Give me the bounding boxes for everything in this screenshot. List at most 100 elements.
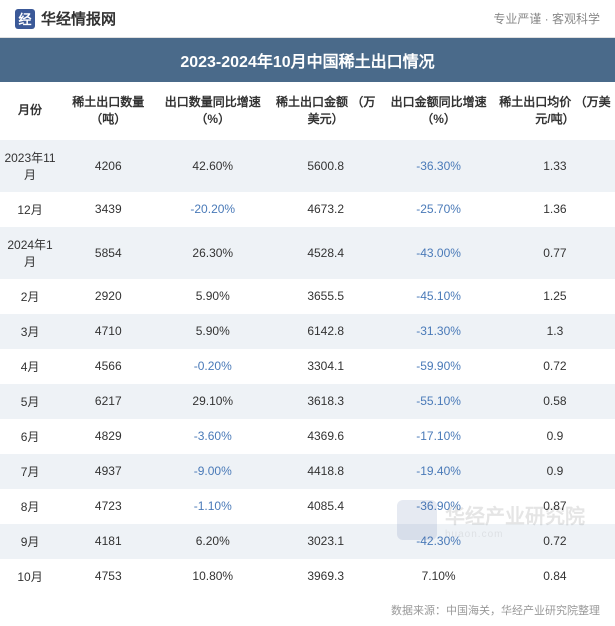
cell-amount: 3655.5: [269, 279, 382, 314]
cell-amount: 3618.3: [269, 384, 382, 419]
cell-qty: 6217: [60, 384, 156, 419]
cell-avg-price: 1.33: [495, 140, 615, 192]
cell-amount-growth: -31.30%: [382, 314, 495, 349]
cell-amount: 4418.8: [269, 454, 382, 489]
tagline: 专业严谨 · 客观科学: [493, 10, 600, 27]
cell-amount-growth: -17.10%: [382, 419, 495, 454]
cell-qty: 4753: [60, 559, 156, 594]
col-month: 月份: [0, 82, 60, 140]
col-avg-price: 稀土出口均价 （万美元/吨）: [495, 82, 615, 140]
cell-month: 2023年11月: [0, 140, 60, 192]
cell-avg-price: 0.84: [495, 559, 615, 594]
cell-month: 6月: [0, 419, 60, 454]
cell-month: 9月: [0, 524, 60, 559]
cell-month: 7月: [0, 454, 60, 489]
cell-month: 4月: [0, 349, 60, 384]
cell-qty-growth: -3.60%: [156, 419, 269, 454]
table-row: 4月4566-0.20%3304.1-59.90%0.72: [0, 349, 615, 384]
cell-amount: 4085.4: [269, 489, 382, 524]
data-source-footer: 数据来源：中国海关，华经产业研究院整理: [0, 594, 615, 626]
page-header: 经 华经情报网 专业严谨 · 客观科学: [0, 0, 615, 38]
cell-amount: 3023.1: [269, 524, 382, 559]
cell-month: 3月: [0, 314, 60, 349]
cell-amount-growth: -25.70%: [382, 192, 495, 227]
cell-avg-price: 0.77: [495, 227, 615, 279]
cell-avg-price: 0.9: [495, 419, 615, 454]
cell-amount-growth: -59.90%: [382, 349, 495, 384]
cell-qty-growth: -0.20%: [156, 349, 269, 384]
col-amount: 稀土出口金额 （万美元）: [269, 82, 382, 140]
table-row: 12月3439-20.20%4673.2-25.70%1.36: [0, 192, 615, 227]
table-header-row: 月份 稀土出口数量 （吨） 出口数量同比增速（%） 稀土出口金额 （万美元） 出…: [0, 82, 615, 140]
table-container: 月份 稀土出口数量 （吨） 出口数量同比增速（%） 稀土出口金额 （万美元） 出…: [0, 82, 615, 594]
logo-icon: 经: [15, 9, 35, 29]
col-amount-growth: 出口金额同比增速（%）: [382, 82, 495, 140]
table-row: 3月47105.90%6142.8-31.30%1.3: [0, 314, 615, 349]
cell-amount-growth: -55.10%: [382, 384, 495, 419]
cell-month: 2024年1月: [0, 227, 60, 279]
table-row: 9月41816.20%3023.1-42.30%0.72: [0, 524, 615, 559]
cell-amount-growth: -45.10%: [382, 279, 495, 314]
cell-qty-growth: 5.90%: [156, 279, 269, 314]
cell-qty-growth: -20.20%: [156, 192, 269, 227]
cell-amount: 4369.6: [269, 419, 382, 454]
cell-amount-growth: -43.00%: [382, 227, 495, 279]
cell-month: 5月: [0, 384, 60, 419]
cell-qty: 5854: [60, 227, 156, 279]
cell-qty: 2920: [60, 279, 156, 314]
cell-qty: 4566: [60, 349, 156, 384]
cell-avg-price: 1.36: [495, 192, 615, 227]
logo-text: 华经情报网: [41, 8, 116, 29]
cell-qty-growth: 5.90%: [156, 314, 269, 349]
cell-qty: 4937: [60, 454, 156, 489]
cell-amount: 4528.4: [269, 227, 382, 279]
cell-avg-price: 1.3: [495, 314, 615, 349]
cell-avg-price: 0.72: [495, 349, 615, 384]
cell-avg-price: 0.87: [495, 489, 615, 524]
cell-qty-growth: 29.10%: [156, 384, 269, 419]
table-row: 8月4723-1.10%4085.4-36.90%0.87: [0, 489, 615, 524]
cell-amount-growth: -19.40%: [382, 454, 495, 489]
cell-qty-growth: -9.00%: [156, 454, 269, 489]
data-table: 月份 稀土出口数量 （吨） 出口数量同比增速（%） 稀土出口金额 （万美元） 出…: [0, 82, 615, 594]
table-row: 6月4829-3.60%4369.6-17.10%0.9: [0, 419, 615, 454]
cell-amount: 3304.1: [269, 349, 382, 384]
cell-amount: 5600.8: [269, 140, 382, 192]
table-row: 2月29205.90%3655.5-45.10%1.25: [0, 279, 615, 314]
cell-qty-growth: 42.60%: [156, 140, 269, 192]
logo-section: 经 华经情报网: [15, 8, 116, 29]
cell-amount: 6142.8: [269, 314, 382, 349]
cell-month: 2月: [0, 279, 60, 314]
cell-month: 12月: [0, 192, 60, 227]
cell-amount-growth: -36.90%: [382, 489, 495, 524]
table-row: 10月475310.80%3969.37.10%0.84: [0, 559, 615, 594]
table-title: 2023-2024年10月中国稀土出口情况: [0, 38, 615, 82]
cell-amount: 3969.3: [269, 559, 382, 594]
table-row: 2024年1月585426.30%4528.4-43.00%0.77: [0, 227, 615, 279]
cell-month: 10月: [0, 559, 60, 594]
cell-qty: 3439: [60, 192, 156, 227]
cell-qty: 4723: [60, 489, 156, 524]
cell-qty: 4710: [60, 314, 156, 349]
cell-month: 8月: [0, 489, 60, 524]
col-qty: 稀土出口数量 （吨）: [60, 82, 156, 140]
table-row: 7月4937-9.00%4418.8-19.40%0.9: [0, 454, 615, 489]
cell-qty: 4829: [60, 419, 156, 454]
col-qty-growth: 出口数量同比增速（%）: [156, 82, 269, 140]
cell-amount-growth: -42.30%: [382, 524, 495, 559]
cell-amount: 4673.2: [269, 192, 382, 227]
cell-amount-growth: -36.30%: [382, 140, 495, 192]
cell-avg-price: 0.58: [495, 384, 615, 419]
cell-qty-growth: -1.10%: [156, 489, 269, 524]
cell-amount-growth: 7.10%: [382, 559, 495, 594]
cell-qty-growth: 6.20%: [156, 524, 269, 559]
cell-avg-price: 1.25: [495, 279, 615, 314]
table-row: 5月621729.10%3618.3-55.10%0.58: [0, 384, 615, 419]
cell-qty-growth: 10.80%: [156, 559, 269, 594]
cell-qty: 4206: [60, 140, 156, 192]
cell-qty: 4181: [60, 524, 156, 559]
cell-qty-growth: 26.30%: [156, 227, 269, 279]
cell-avg-price: 0.9: [495, 454, 615, 489]
cell-avg-price: 0.72: [495, 524, 615, 559]
table-row: 2023年11月420642.60%5600.8-36.30%1.33: [0, 140, 615, 192]
